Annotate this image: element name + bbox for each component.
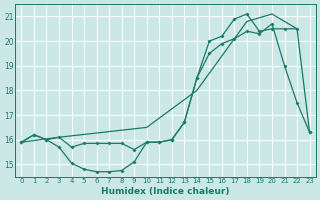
- X-axis label: Humidex (Indice chaleur): Humidex (Indice chaleur): [101, 187, 230, 196]
